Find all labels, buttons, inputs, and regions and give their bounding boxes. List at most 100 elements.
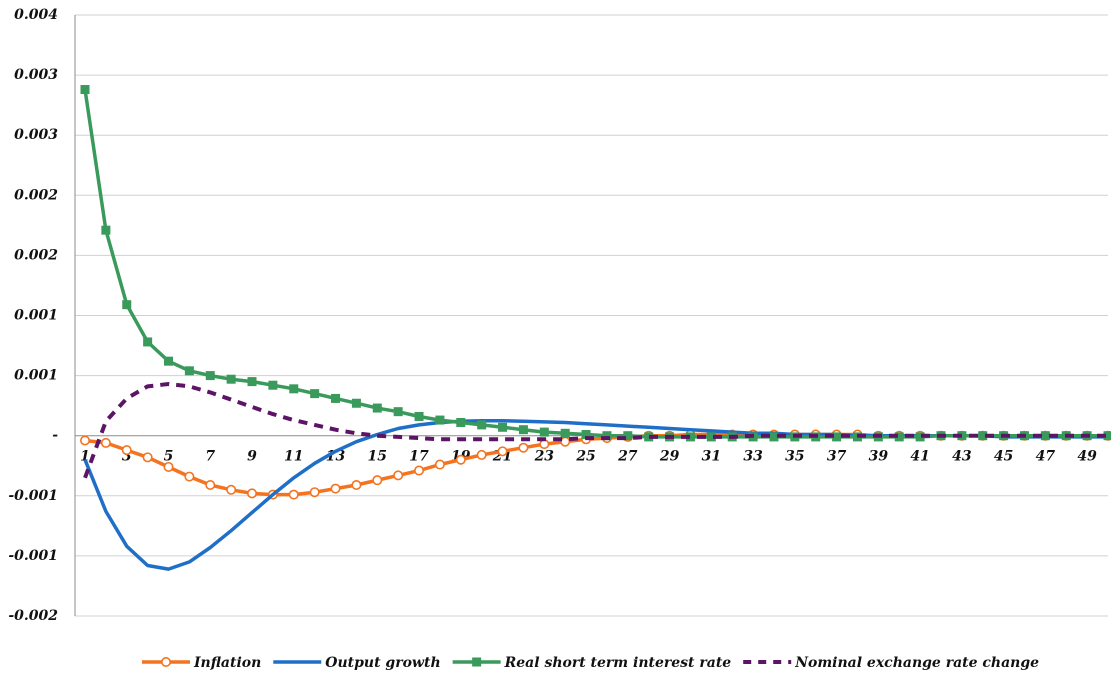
legend-item-1: Output growth: [273, 655, 441, 671]
data-point: [247, 377, 257, 387]
data-point: [184, 471, 195, 482]
x-tick-label: 33: [743, 449, 763, 465]
legend: Inflation Output growth Real short term in…: [142, 655, 1039, 671]
x-tick-label: 31: [702, 449, 721, 465]
y-tick-label: 0.003: [14, 67, 58, 83]
data-point: [539, 427, 549, 437]
y-tick-label: -: [52, 428, 58, 444]
data-point: [80, 435, 91, 446]
series-2: [80, 85, 1111, 442]
data-point: [1103, 431, 1111, 441]
x-tick-label: 1: [80, 449, 90, 465]
data-point: [434, 459, 445, 470]
legend-label: Output growth: [325, 655, 440, 671]
series-group: [80, 85, 1111, 571]
data-point: [560, 428, 570, 438]
x-tick-label: 47: [1036, 449, 1056, 465]
data-point: [289, 384, 299, 394]
x-tick-label: 49: [1077, 449, 1097, 465]
data-point: [205, 479, 216, 490]
y-tick-label: 0.004: [14, 7, 58, 23]
data-point: [184, 366, 194, 376]
x-tick-label: 11: [284, 449, 303, 465]
data-point: [477, 420, 487, 430]
data-point: [1040, 431, 1050, 441]
y-tick-label: -0.001: [8, 548, 58, 564]
y-tick-label: -0.001: [8, 488, 58, 504]
y-tick-label: 0.001: [14, 368, 58, 384]
data-point: [142, 452, 153, 463]
data-point: [372, 475, 383, 486]
data-point: [476, 449, 487, 460]
data-point: [706, 432, 716, 442]
legend-marker: [161, 656, 172, 667]
data-point: [330, 483, 341, 494]
data-point: [560, 436, 571, 447]
x-tick-label: 25: [575, 449, 595, 465]
y-tick-label: 0.002: [14, 247, 58, 263]
gridlines: [75, 14, 1108, 617]
legend-label: Real short term interest rate: [504, 655, 732, 671]
data-point: [101, 225, 111, 235]
data-point: [226, 374, 236, 384]
data-point: [100, 437, 111, 448]
x-tick-label: 27: [617, 449, 638, 465]
y-tick-label: -0.002: [8, 608, 58, 624]
data-point: [393, 470, 404, 481]
x-tick-label: 37: [827, 449, 847, 465]
data-point: [456, 417, 466, 427]
data-point: [915, 432, 925, 442]
data-point: [497, 446, 508, 457]
data-point: [309, 487, 320, 498]
data-point: [143, 337, 153, 347]
data-point: [581, 429, 591, 439]
legend-marker: [472, 657, 482, 667]
data-point: [978, 431, 988, 441]
data-point: [435, 415, 445, 425]
data-point: [310, 389, 320, 399]
data-point: [894, 432, 904, 442]
data-point: [602, 431, 612, 441]
data-point: [163, 461, 174, 472]
x-tick-label: 15: [368, 449, 387, 465]
data-point: [832, 432, 842, 442]
x-tick-label: 7: [205, 449, 215, 465]
x-tick-label: 23: [534, 449, 555, 465]
y-tick-label: 0.001: [14, 308, 58, 324]
data-point: [769, 432, 779, 442]
series-1: [83, 418, 1108, 571]
legend-item-3: Nominal exchange rate change: [743, 655, 1039, 671]
data-point: [518, 442, 529, 453]
data-point: [518, 425, 528, 435]
data-point: [372, 403, 382, 413]
series-line: [83, 382, 1108, 479]
data-point: [288, 489, 299, 500]
x-tick-label: 45: [994, 449, 1013, 465]
data-point: [122, 300, 132, 310]
data-point: [226, 484, 237, 495]
data-point: [498, 422, 508, 432]
x-tick-label: 29: [659, 449, 680, 465]
data-point: [455, 454, 466, 465]
data-point: [351, 398, 361, 408]
legend-item-0: Inflation: [142, 655, 261, 671]
data-point: [414, 411, 424, 421]
legend-label: Nominal exchange rate change: [794, 655, 1039, 671]
x-tick-label: 39: [869, 449, 889, 465]
data-point: [164, 356, 174, 366]
series-line: [83, 418, 1108, 571]
data-point: [247, 488, 258, 499]
legend-label: Inflation: [193, 655, 261, 671]
legend-item-2: Real short term interest rate: [452, 655, 732, 671]
y-tick-label: 0.003: [14, 127, 58, 143]
data-point: [351, 479, 362, 490]
x-tick-label: 41: [910, 449, 929, 465]
series-line: [83, 89, 1108, 439]
data-point: [268, 380, 278, 390]
data-point: [80, 85, 90, 95]
y-tick-label: 0.002: [14, 187, 58, 203]
x-tick-label: 9: [247, 449, 257, 465]
x-tick-label: 3: [122, 449, 132, 465]
data-point: [414, 465, 425, 476]
